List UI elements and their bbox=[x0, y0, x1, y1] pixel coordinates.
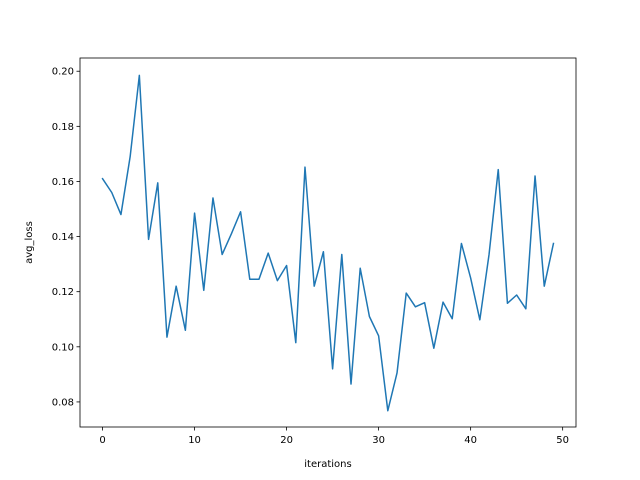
x-tick-label: 20 bbox=[280, 435, 293, 446]
y-tick-label: 0.20 bbox=[52, 67, 74, 78]
x-tick-label: 10 bbox=[188, 435, 201, 446]
y-tick-label: 0.18 bbox=[52, 122, 74, 133]
axes-frame bbox=[79, 57, 577, 428]
plot-area bbox=[101, 74, 555, 412]
y-tick-label: 0.14 bbox=[52, 232, 74, 243]
y-tick-label: 0.08 bbox=[52, 397, 74, 408]
series-line bbox=[101, 74, 555, 412]
y-tick-label: 0.16 bbox=[52, 177, 74, 188]
x-tick-label: 50 bbox=[556, 435, 569, 446]
x-axis-label: iterations bbox=[304, 459, 351, 470]
y-axis-label: avg_loss bbox=[24, 221, 35, 264]
x-tick-label: 40 bbox=[464, 435, 477, 446]
x-tick-label: 30 bbox=[372, 435, 385, 446]
y-tick-label: 0.12 bbox=[52, 287, 74, 298]
axis-ticks: 0 10 20 30 40 50 0.08 0.10 0.12 0.14 0.16 0.18 0.20 bbox=[52, 67, 569, 446]
y-tick-label: 0.10 bbox=[52, 342, 74, 353]
x-tick-label: 0 bbox=[99, 435, 105, 446]
